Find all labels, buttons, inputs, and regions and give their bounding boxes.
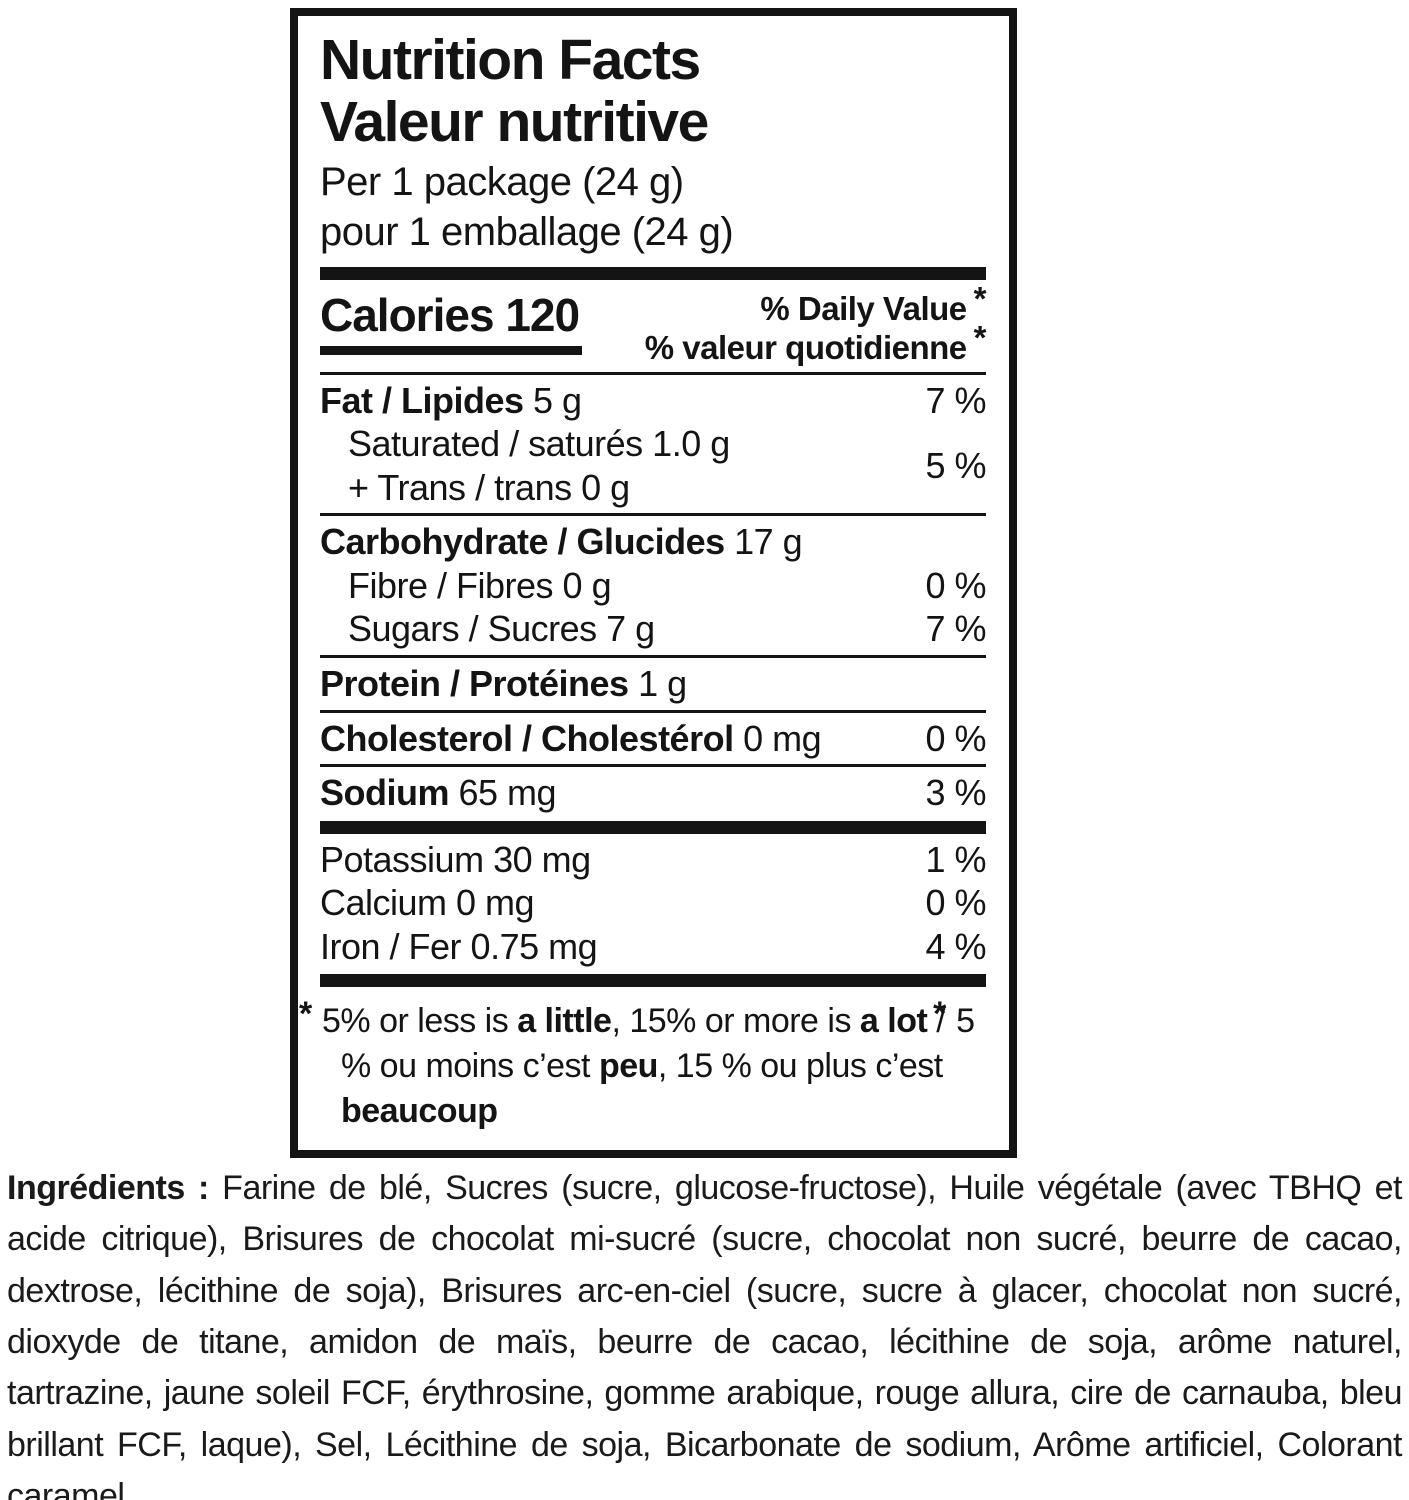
footnote-en-a-little: a little <box>517 1002 612 1041</box>
trans-line: + Trans / trans 0 g <box>348 466 630 508</box>
daily-value-header-fr: % valeur quotidienne * <box>644 319 987 368</box>
sodium-dv-percent: 3 % <box>925 772 986 814</box>
footnote-separator-bar <box>320 974 986 988</box>
iron-dv-percent: 4 % <box>925 925 986 967</box>
footnote: * 5% or less is a little, 15% or more is … <box>299 994 975 1131</box>
row-protein: Protein / Protéines 1 g <box>320 662 986 706</box>
ingredients-list: Farine de blé, Sucres (sucre, glucose-fr… <box>7 1169 1403 1500</box>
carbohydrate-name: Carbohydrate / Glucides <box>320 521 725 563</box>
cholesterol-name: Cholesterol / Cholestérol <box>320 717 734 759</box>
footnote-fr-mid: , 15 % ou plus c’est <box>657 1047 943 1086</box>
nutrient-protein: Protein / Protéines 1 g <box>320 662 687 706</box>
micronutrient-separator-bar <box>320 820 986 834</box>
saturated-trans-dv-percent: 5 % <box>925 445 986 487</box>
carbohydrate-amount: 17 g <box>724 521 803 563</box>
calories-label: Calories 120 <box>320 288 582 342</box>
header-separator-bar <box>320 266 986 280</box>
protein-name: Protein / Protéines <box>320 663 629 705</box>
calories-underline-bar <box>320 345 582 355</box>
footnote-en-mid: , 15% or more is <box>611 1002 860 1041</box>
row-calcium: Calcium 0 mg 0 % <box>320 881 986 925</box>
fat-dv-percent: 7 % <box>925 379 986 421</box>
panel-title-fr: Valeur nutritive <box>320 89 709 154</box>
fat-name: Fat / Lipides <box>320 379 524 421</box>
row-saturated-trans: Saturated / saturés 1.0 g + Trans / tran… <box>320 422 986 509</box>
daily-value-header: % Daily Value * % valeur quotidienne * <box>644 280 987 368</box>
potassium-dv-percent: 1 % <box>925 838 986 880</box>
row-cholesterol: Cholesterol / Cholestérol 0 mg 0 % <box>320 717 986 761</box>
serving-size-en: Per 1 package (24 g) <box>320 160 684 205</box>
panel-title-en: Nutrition Facts <box>320 28 701 92</box>
daily-value-header-en: % Daily Value * <box>645 280 986 329</box>
serving-size-fr: pour 1 emballage (24 g) <box>320 210 734 255</box>
nutrient-calcium: Calcium 0 mg <box>320 882 535 924</box>
daily-value-header-fr-text: % valeur quotidienne <box>644 328 967 366</box>
nutrient-fat: Fat / Lipides 5 g <box>320 379 582 423</box>
calcium-dv-percent: 0 % <box>925 882 986 924</box>
ingredients-paragraph: Ingrédients : Farine de blé, Sucres (suc… <box>7 1163 1403 1500</box>
ingredients-section: Ingrédients : Farine de blé, Sucres (suc… <box>0 1163 1409 1500</box>
footnote-fr-beaucoup: beaucoup <box>341 1092 498 1131</box>
row-sodium: Sodium 65 mg 3 % <box>320 771 986 815</box>
rule-above-cholesterol <box>320 709 986 713</box>
row-iron: Iron / Fer 0.75 mg 4 % <box>320 925 986 969</box>
row-potassium: Potassium 30 mg 1 % <box>320 838 986 882</box>
cholesterol-amount: 0 mg <box>733 717 822 759</box>
calories-word: Calories <box>320 288 495 341</box>
sodium-name: Sodium <box>320 772 450 814</box>
rule-above-fat <box>320 371 986 375</box>
saturated-line: Saturated / saturés 1.0 g <box>348 423 730 465</box>
protein-amount: 1 g <box>628 663 687 705</box>
footnote-en-a-lot: a lot <box>859 1002 928 1041</box>
nutrient-sugars: Sugars / Sucres 7 g <box>348 608 655 650</box>
fat-amount: 5 g <box>523 379 582 421</box>
nutrient-potassium: Potassium 30 mg <box>320 838 591 880</box>
nutrition-facts-panel: Nutrition Facts Valeur nutritive Per 1 p… <box>290 8 1017 1158</box>
nutrient-fibre: Fibre / Fibres 0 g <box>348 564 612 606</box>
footnote-fr-pre: 5 % ou moins c’est <box>341 1002 975 1086</box>
daily-value-asterisk-en: * <box>973 279 987 317</box>
rule-above-carbohydrate <box>320 513 986 517</box>
ingredients-heading: Ingrédients : <box>7 1169 209 1207</box>
calories-block: Calories 120 <box>320 288 582 355</box>
daily-value-asterisk-fr: * <box>973 318 987 356</box>
row-fibre: Fibre / Fibres 0 g 0 % <box>320 564 986 608</box>
calories-value: 120 <box>505 288 580 341</box>
rule-above-protein <box>320 655 986 659</box>
calories-section: Calories 120 % Daily Value * % valeur quo… <box>320 280 987 368</box>
row-fat: Fat / Lipides 5 g 7 % <box>320 379 986 423</box>
fibre-dv-percent: 0 % <box>925 564 986 606</box>
sodium-amount: 65 mg <box>449 772 557 814</box>
nutrient-carbohydrate: Carbohydrate / Glucides 17 g <box>320 520 803 564</box>
daily-value-header-en-text: % Daily Value <box>760 289 967 327</box>
nutrient-iron: Iron / Fer 0.75 mg <box>320 925 598 967</box>
footnote-separator: / <box>927 1002 955 1041</box>
nutrient-sodium: Sodium 65 mg <box>320 771 557 815</box>
nutrient-cholesterol: Cholesterol / Cholestérol 0 mg <box>320 717 822 761</box>
row-carbohydrate: Carbohydrate / Glucides 17 g <box>320 520 986 564</box>
footnote-fr-peu: peu <box>598 1047 658 1086</box>
row-sugars: Sugars / Sucres 7 g 7 % <box>320 607 986 651</box>
rule-above-sodium <box>320 764 986 768</box>
nutrient-saturated-trans: Saturated / saturés 1.0 g + Trans / tran… <box>320 422 730 509</box>
cholesterol-dv-percent: 0 % <box>925 717 986 759</box>
sugars-dv-percent: 7 % <box>925 608 986 650</box>
footnote-en-pre: 5% or less is <box>322 1002 518 1041</box>
